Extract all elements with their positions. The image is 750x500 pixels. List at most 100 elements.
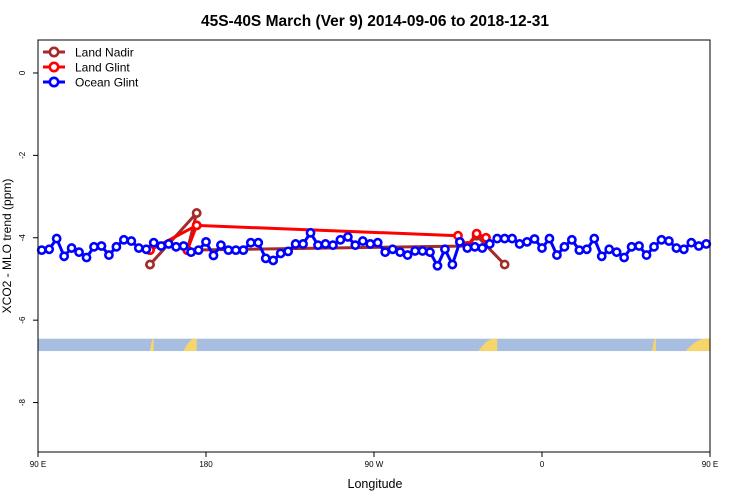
legend-label-0: Land Nadir [75,46,134,60]
land-patch-0 [150,338,154,352]
ocean-band [38,338,710,352]
data-point-2-32 [275,248,286,259]
data-point-2-70 [559,241,570,252]
data-point-2-57 [462,243,473,253]
y-tick-label-3: -6 [18,316,27,324]
data-point-2-85 [671,243,682,253]
data-point-2-19 [178,241,189,251]
y-tick-label-4: -8 [18,398,27,406]
data-point-2-5 [74,247,84,258]
data-point-2-50 [410,246,420,256]
data-point-2-30 [260,253,271,264]
data-point-2-51 [417,246,428,256]
data-point-2-9 [104,250,114,260]
data-point-2-45 [372,237,383,248]
data-point-2-16 [156,241,167,251]
data-point-2-79 [626,241,637,252]
data-point-2-53 [432,260,443,271]
y-axis: 0 -2 -4 -6 -8 [18,70,38,406]
data-point-2-46 [380,247,391,258]
data-point-1-4 [191,220,202,231]
legend-marker-2 [48,76,60,88]
data-point-2-48 [395,247,406,258]
data-point-2-73 [581,244,592,255]
legend-marker-1 [48,61,60,73]
data-point-2-49 [402,250,413,260]
data-point-2-28 [245,237,256,248]
data-point-2-24 [216,240,226,251]
data-point-2-20 [186,247,196,258]
x-tick-label-2: 90 W [365,460,384,469]
data-point-2-7 [89,241,99,252]
data-point-2-54 [440,244,450,255]
data-point-2-25 [223,245,234,256]
series-points [36,208,712,271]
data-point-2-6 [81,252,92,263]
data-point-0-9 [499,259,510,270]
data-point-2-37 [313,240,323,251]
data-point-2-13 [133,243,144,253]
data-point-2-17 [163,239,174,249]
data-point-0-3 [191,208,202,218]
data-point-0-1 [145,259,155,270]
data-point-2-38 [320,239,331,249]
data-point-2-77 [611,247,622,258]
data-point-2-66 [529,234,540,244]
data-point-2-55 [447,259,458,270]
data-point-2-88 [693,241,704,251]
data-point-2-64 [514,239,525,249]
land-patch-1 [183,338,197,352]
surface-band [38,338,710,352]
data-point-2-31 [268,255,279,266]
data-point-2-29 [253,237,264,248]
data-point-2-68 [544,233,555,244]
data-point-2-21 [193,245,204,256]
y-tick-label-0: 0 [18,70,27,75]
chart-title: 45S-40S March (Ver 9) 2014-09-06 to 2018… [201,13,549,30]
data-point-2-1 [44,244,55,255]
data-point-2-39 [328,240,338,251]
data-point-2-2 [51,233,62,244]
data-point-2-40 [335,234,346,245]
data-point-2-83 [656,234,667,245]
data-point-2-84 [664,236,674,246]
data-point-2-44 [365,239,376,249]
data-point-2-89 [701,239,712,249]
data-point-2-87 [686,237,697,248]
x-tick-label-1: 180 [199,460,213,469]
data-point-2-76 [604,244,615,255]
data-point-2-52 [425,247,435,258]
data-point-2-10 [111,241,122,252]
x-axis: 90 E 180 90 W 0 90 E [30,452,718,469]
data-point-2-18 [171,241,182,252]
y-tick-label-2: -4 [18,234,27,242]
y-axis-label: XCO2 - MLO trend (ppm) [0,179,14,314]
data-point-2-80 [634,241,644,251]
data-point-2-69 [552,250,562,260]
x-tick-label-0: 90 E [30,460,46,469]
data-point-2-59 [477,243,488,253]
data-point-2-71 [566,234,577,245]
data-point-2-8 [96,241,107,251]
data-point-2-12 [126,236,137,246]
data-point-2-23 [208,250,219,261]
x-tick-label-4: 90 E [702,460,718,469]
legend-marker-0 [48,46,60,58]
data-point-2-67 [537,243,547,253]
land-patch-3 [652,338,656,352]
data-point-2-14 [141,244,152,255]
data-point-2-75 [596,251,607,262]
data-point-2-42 [350,240,361,251]
data-point-2-56 [454,236,465,247]
y-tick-label-1: -2 [18,151,27,159]
data-point-2-63 [507,233,518,244]
x-axis-label: Longitude [348,477,403,491]
data-point-2-74 [589,233,600,244]
data-point-2-72 [574,245,585,256]
data-point-2-60 [484,239,495,249]
data-point-2-33 [283,246,294,257]
data-point-2-47 [387,244,398,255]
data-point-2-78 [619,252,630,263]
